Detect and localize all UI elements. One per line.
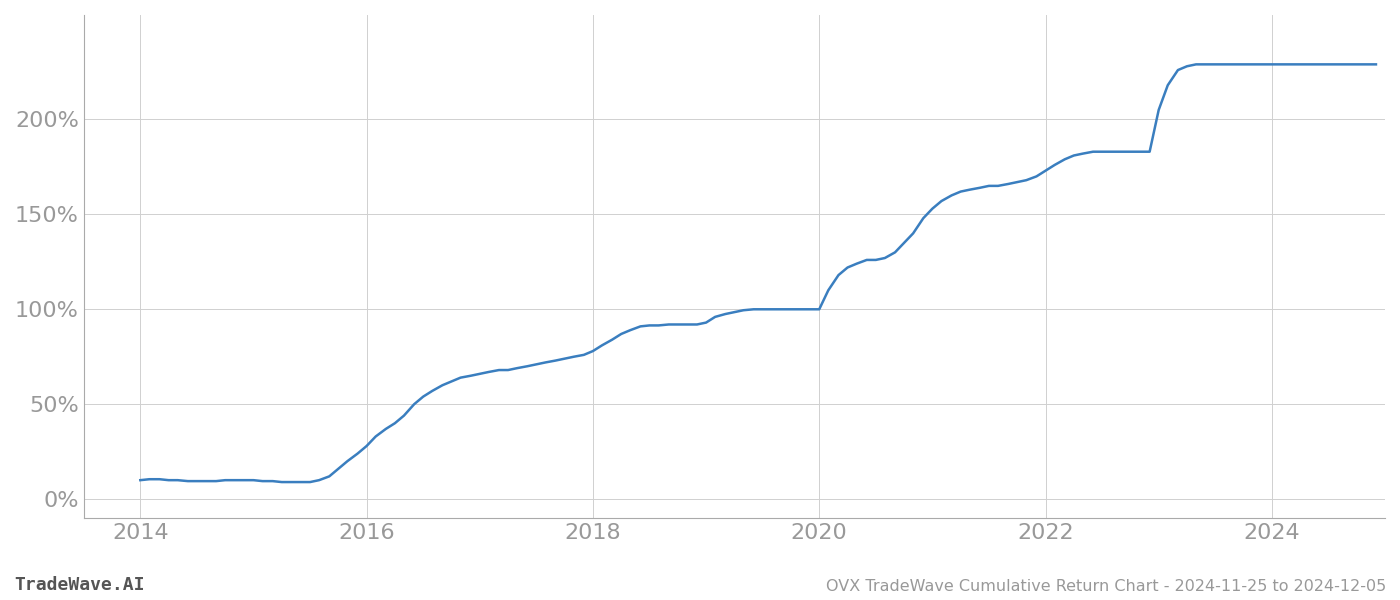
Text: TradeWave.AI: TradeWave.AI xyxy=(14,576,144,594)
Text: OVX TradeWave Cumulative Return Chart - 2024-11-25 to 2024-12-05: OVX TradeWave Cumulative Return Chart - … xyxy=(826,579,1386,594)
